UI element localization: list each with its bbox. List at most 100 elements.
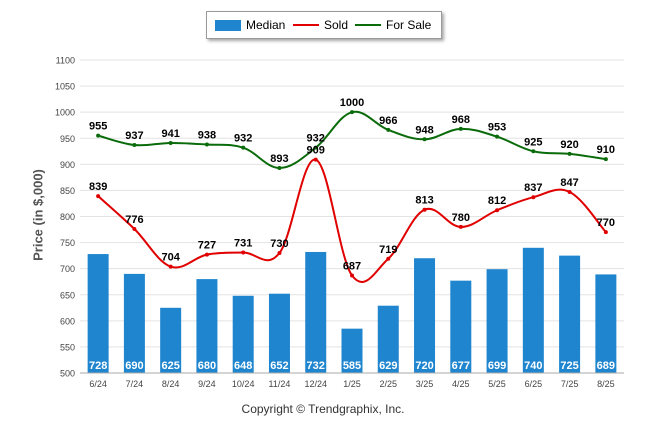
median-bar — [87, 254, 109, 373]
median-bar-label: 585 — [343, 360, 361, 372]
sold-label: 776 — [125, 214, 143, 226]
for-sale-point — [132, 143, 137, 148]
median-bar — [123, 273, 145, 373]
y-tick-label: 1050 — [55, 82, 75, 92]
y-tick-label: 1000 — [55, 108, 75, 118]
median-bar-label: 740 — [524, 360, 542, 372]
for-sale-point — [458, 126, 463, 131]
median-bar — [160, 307, 182, 373]
x-tick-label: 9/24 — [198, 379, 216, 389]
median-bar-label: 648 — [234, 360, 252, 372]
sold-point — [241, 250, 246, 255]
y-tick-label: 750 — [60, 238, 75, 248]
for-sale-point — [241, 145, 246, 150]
median-bar — [268, 293, 290, 373]
median-bar-label: 629 — [379, 360, 397, 372]
for-sale-label: 910 — [597, 144, 615, 156]
for-sale-point — [277, 165, 282, 170]
median-bar-label: 728 — [89, 360, 107, 372]
sold-point — [422, 207, 427, 212]
for-sale-label: 966 — [379, 115, 397, 127]
y-tick-label: 700 — [60, 264, 75, 274]
median-bar — [522, 247, 544, 373]
for-sale-label: 925 — [524, 136, 542, 148]
sold-point — [458, 224, 463, 229]
sold-label: 847 — [560, 177, 578, 189]
sold-label: 839 — [89, 181, 107, 193]
median-bar — [196, 279, 218, 373]
median-bar-label: 725 — [560, 360, 578, 372]
for-sale-point — [96, 133, 101, 138]
for-sale-point — [603, 157, 608, 162]
for-sale-label: 941 — [161, 128, 179, 140]
legend-label-median: Median — [246, 18, 286, 32]
median-bar — [232, 295, 254, 373]
sold-point — [531, 195, 536, 200]
x-tick-label: 7/24 — [126, 379, 144, 389]
for-sale-label: 948 — [415, 124, 433, 136]
for-sale-label: 938 — [198, 130, 216, 142]
y-tick-label: 600 — [60, 316, 75, 326]
sold-point — [96, 194, 101, 199]
y-tick-label: 850 — [60, 186, 75, 196]
trend-lines — [96, 110, 608, 283]
sold-label: 704 — [161, 252, 180, 264]
for-sale-label: 893 — [270, 153, 288, 165]
axes: 500 550 600 650 700 750 800 850 900 950 1000 1050 11… — [55, 56, 624, 389]
median-bar-label: 625 — [161, 360, 179, 372]
y-tick-label: 900 — [60, 160, 75, 170]
for-sale-point — [168, 140, 173, 145]
median-bar-label: 732 — [307, 360, 325, 372]
x-tick-label: 2/25 — [380, 379, 398, 389]
median-bar — [305, 251, 327, 373]
median-swatch-icon — [215, 19, 241, 31]
x-tick-label: 10/24 — [232, 379, 255, 389]
x-tick-label: 12/24 — [304, 379, 327, 389]
x-tick-label: 8/24 — [162, 379, 180, 389]
median-bars — [87, 247, 617, 373]
y-tick-label: 1100 — [56, 56, 75, 66]
x-tick-label: 1/25 — [343, 379, 361, 389]
median-bar-label: 652 — [270, 360, 288, 372]
y-tick-label: 800 — [60, 212, 75, 222]
sold-label: 730 — [270, 238, 288, 250]
median-bar — [486, 269, 508, 373]
median-bar-label: 677 — [452, 360, 470, 372]
for-sale-label: 955 — [89, 121, 107, 133]
sold-point — [168, 264, 173, 269]
sold-point — [277, 251, 282, 256]
y-tick-label: 950 — [60, 134, 75, 144]
sold-point — [204, 252, 209, 257]
for-sale-point — [350, 110, 354, 115]
for-sale-point — [495, 134, 500, 139]
sold-label: 909 — [307, 145, 325, 157]
data-labels: 728 690 625 680 648 652 732 585 629 720 677 699 740 7… — [89, 97, 615, 372]
legend: Median Sold For Sale — [206, 11, 442, 39]
for-sale-label: 932 — [307, 133, 325, 145]
x-tick-label: 7/25 — [561, 379, 579, 389]
sold-point — [386, 256, 391, 261]
for-sale-label: 937 — [125, 130, 143, 142]
for-sale-point — [386, 127, 391, 132]
for-sale-point — [531, 149, 536, 154]
median-bar-label: 689 — [597, 360, 615, 372]
x-tick-label: 6/24 — [89, 379, 107, 389]
x-tick-label: 3/25 — [416, 379, 434, 389]
copyright-text: Copyright © Trendgraphix, Inc. — [241, 402, 405, 416]
for-sale-label: 920 — [560, 139, 578, 151]
legend-item-median: Median — [215, 18, 285, 32]
sold-label: 837 — [524, 182, 542, 194]
legend-label-sold: Sold — [324, 18, 349, 32]
for-sale-point — [422, 137, 427, 142]
x-tick-label: 6/25 — [525, 379, 543, 389]
sold-label: 687 — [343, 260, 361, 272]
sold-line — [97, 158, 607, 283]
median-bar — [595, 274, 617, 373]
median-bar — [377, 305, 399, 373]
sold-label: 770 — [597, 217, 615, 229]
for-sale-label: 953 — [488, 122, 506, 134]
y-axis-label: Price (in $,000) — [30, 169, 46, 261]
y-tick-label: 500 — [60, 369, 75, 379]
for-sale-label: 932 — [234, 133, 252, 145]
